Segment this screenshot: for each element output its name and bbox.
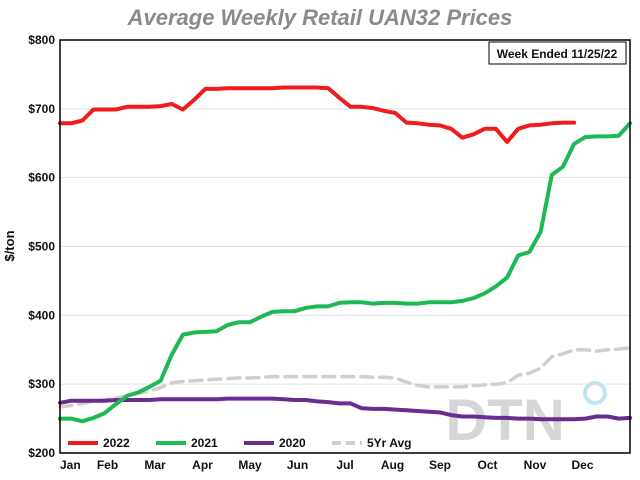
chart-title: Average Weekly Retail UAN32 Prices (127, 5, 513, 30)
y-tick-label: $700 (28, 102, 55, 116)
y-tick-label: $300 (28, 377, 55, 391)
y-tick-label: $200 (28, 446, 55, 460)
series-line-2021 (58, 121, 632, 424)
x-tick-label: Dec (571, 458, 593, 472)
legend-label: 5Yr Avg (367, 436, 411, 450)
annotation-box: Week Ended 11/25/22 (488, 41, 627, 65)
x-tick-label: Sep (429, 458, 451, 472)
x-tick-label: Jan (60, 458, 81, 472)
x-tick-label: Feb (97, 458, 118, 472)
y-tick-labels: $200 $300 $400 $500 $600 $700 $800 (28, 33, 55, 460)
y-tick-label: $600 (28, 171, 55, 185)
y-axis-label: $/ton (2, 230, 17, 261)
y-tick-label: $400 (28, 308, 55, 322)
x-tick-label: Jul (336, 458, 353, 472)
series-line-2022 (58, 85, 577, 144)
y-tick-label: $500 (28, 240, 55, 254)
x-tick-labels: Jan Feb Mar Apr May Jun Jul Aug Sep Oct Nov Dec (60, 458, 594, 472)
x-tick-label: May (238, 458, 262, 472)
week-ended-label: Week Ended 11/25/22 (497, 47, 618, 61)
plot-border (59, 39, 631, 454)
y-tick-label: $800 (28, 33, 55, 47)
legend-label: 2022 (103, 436, 130, 450)
legend: 2022 2021 2020 5Yr Avg (68, 436, 411, 450)
legend-label: 2021 (191, 436, 218, 450)
x-tick-label: Oct (477, 458, 497, 472)
series-lines (58, 85, 632, 424)
watermark-ring-icon (583, 381, 607, 405)
series-line-2020 (58, 396, 632, 422)
series-line-5yr-avg (58, 345, 632, 409)
legend-label: 2020 (279, 436, 306, 450)
x-tick-label: Jun (287, 458, 308, 472)
x-tick-label: Aug (381, 458, 404, 472)
x-tick-label: Mar (144, 458, 166, 472)
x-tick-label: Apr (192, 458, 213, 472)
x-tick-label: Nov (524, 458, 547, 472)
